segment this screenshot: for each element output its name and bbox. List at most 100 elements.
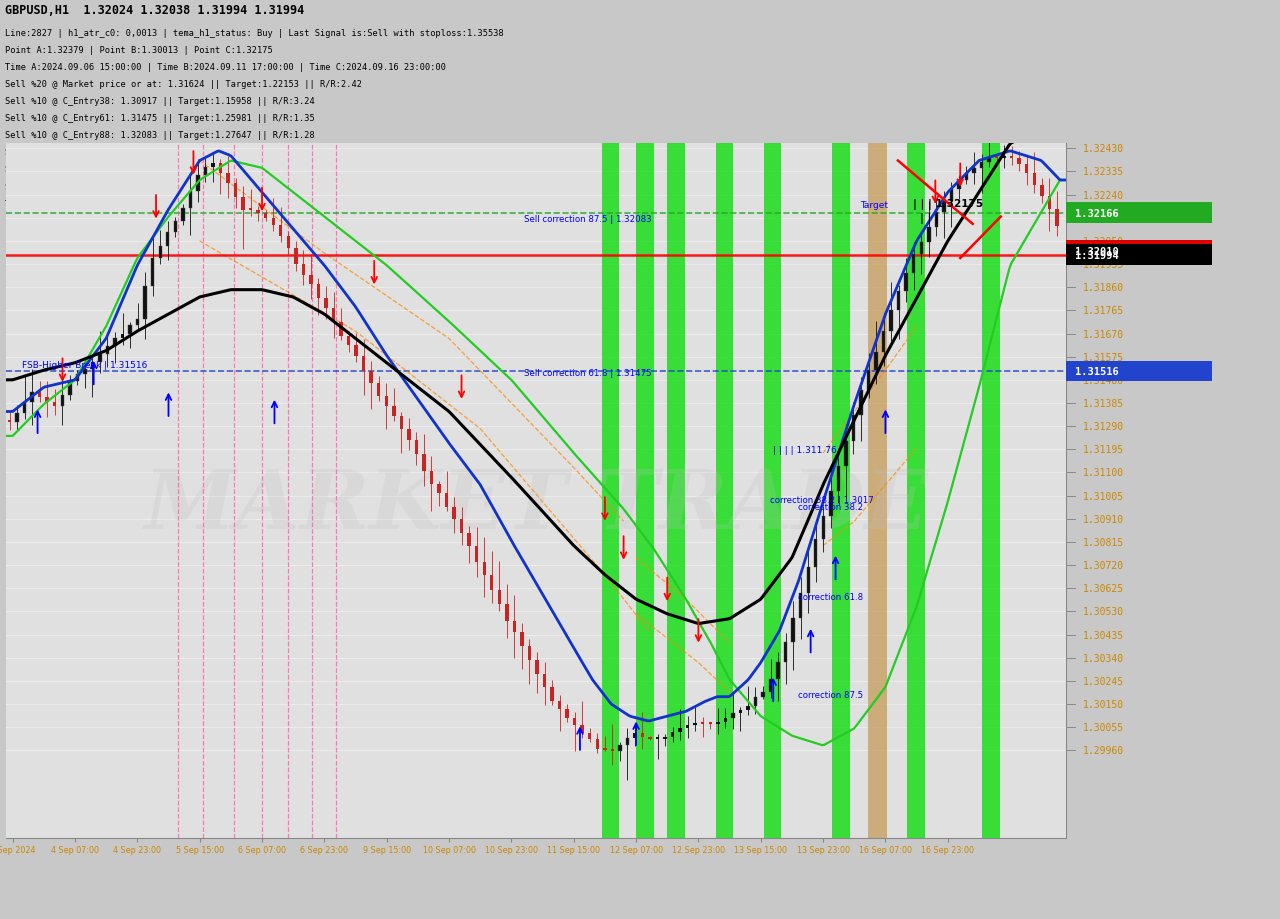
Text: 1.31480: 1.31480 [1083, 376, 1124, 385]
Bar [709, 722, 712, 725]
Bar [859, 391, 863, 416]
Bar [196, 176, 200, 192]
Bar [196, 176, 200, 192]
Bar [913, 255, 915, 274]
Bar [159, 246, 163, 259]
Bar [180, 210, 184, 222]
Bar [777, 663, 780, 679]
Bar [415, 440, 419, 455]
Bar [498, 591, 500, 604]
Bar [814, 539, 818, 567]
Text: 1.30245: 1.30245 [1083, 676, 1124, 686]
Bar [777, 663, 780, 679]
Bar [227, 175, 229, 184]
Bar [120, 335, 124, 339]
Text: 1.29960: 1.29960 [1083, 745, 1124, 755]
Bar [8, 421, 12, 423]
Bar [851, 416, 855, 441]
Bar [667, 144, 685, 838]
Bar [950, 190, 954, 201]
Bar [550, 687, 554, 701]
Text: GBPUSD,H1  1.32024 1.32038 1.31994 1.31994: GBPUSD,H1 1.32024 1.32038 1.31994 1.3199… [5, 5, 305, 17]
Bar [754, 698, 758, 707]
Bar [678, 729, 682, 732]
Bar [483, 562, 486, 575]
Text: MARKET TRADE: MARKET TRADE [143, 465, 929, 545]
Bar [188, 192, 192, 210]
Bar [723, 719, 727, 722]
Bar [38, 392, 41, 398]
Bar [641, 733, 644, 737]
Text: Sell correction 61.8 | 1.31475: Sell correction 61.8 | 1.31475 [524, 369, 652, 378]
Bar [114, 339, 116, 346]
Bar [310, 276, 312, 285]
Bar [913, 255, 915, 274]
Text: 1.31955: 1.31955 [1083, 260, 1124, 270]
Bar [378, 383, 380, 396]
Text: 1.32430: 1.32430 [1083, 144, 1124, 154]
Bar [294, 249, 297, 265]
Bar [316, 285, 320, 299]
Bar [746, 707, 750, 710]
Bar [973, 168, 975, 174]
Bar [762, 692, 764, 698]
Bar [452, 507, 456, 519]
Bar [76, 375, 79, 381]
Text: Sell %20 @ Market price or at: 1.31624 || Target:1.22153 || R/R:2.42: Sell %20 @ Market price or at: 1.31624 |… [5, 80, 362, 89]
Bar [106, 346, 109, 355]
Text: 1.32050: 1.32050 [1083, 237, 1124, 246]
Bar [890, 311, 893, 332]
Bar [60, 395, 64, 407]
Bar [467, 533, 471, 546]
Bar [950, 190, 954, 201]
Bar [332, 308, 335, 323]
Text: 1.31385: 1.31385 [1083, 399, 1124, 409]
Text: Sell %20 @ Entry -50: 1.33562 || Target:1.29805 || R/R:1.9: Sell %20 @ Entry -50: 1.33562 || Target:… [5, 165, 310, 175]
Bar [1066, 241, 1212, 262]
Bar [407, 429, 411, 440]
Bar [535, 661, 539, 675]
Bar [927, 227, 931, 243]
Bar [979, 163, 983, 168]
Bar [1066, 203, 1212, 223]
Bar [731, 713, 735, 719]
Bar [942, 201, 946, 213]
Bar [814, 539, 818, 567]
Bar [279, 226, 283, 237]
Bar [783, 642, 787, 663]
Bar [851, 416, 855, 441]
Bar [897, 292, 900, 311]
Bar [626, 738, 628, 745]
Text: Sell %10 @ C_Entry88: 1.32083 || Target:1.27647 || R/R:1.28: Sell %10 @ C_Entry88: 1.32083 || Target:… [5, 131, 315, 140]
Bar [99, 355, 101, 362]
Bar [769, 679, 772, 692]
Bar [1041, 186, 1043, 197]
Text: | | | 1.32175: | | | 1.32175 [914, 199, 983, 210]
Text: 1.30340: 1.30340 [1083, 653, 1124, 663]
Bar [347, 336, 351, 346]
Bar [31, 392, 33, 403]
Bar [626, 738, 628, 745]
Bar [68, 381, 72, 395]
Bar [867, 370, 870, 391]
Bar [845, 441, 847, 467]
Bar [1033, 174, 1036, 186]
Bar [166, 233, 169, 246]
Bar [573, 718, 576, 726]
Bar [611, 749, 614, 751]
Bar [832, 144, 850, 838]
Bar [837, 467, 840, 492]
Bar [211, 165, 215, 168]
Bar [867, 370, 870, 391]
Bar [799, 594, 803, 618]
Bar [934, 213, 938, 227]
Bar [783, 642, 787, 663]
Bar [15, 414, 19, 423]
Bar [671, 732, 675, 737]
Bar [919, 243, 923, 255]
Bar [829, 492, 832, 516]
Bar [905, 274, 908, 292]
Text: 1.31195: 1.31195 [1083, 445, 1124, 455]
Bar [957, 181, 961, 190]
Bar [663, 737, 667, 739]
